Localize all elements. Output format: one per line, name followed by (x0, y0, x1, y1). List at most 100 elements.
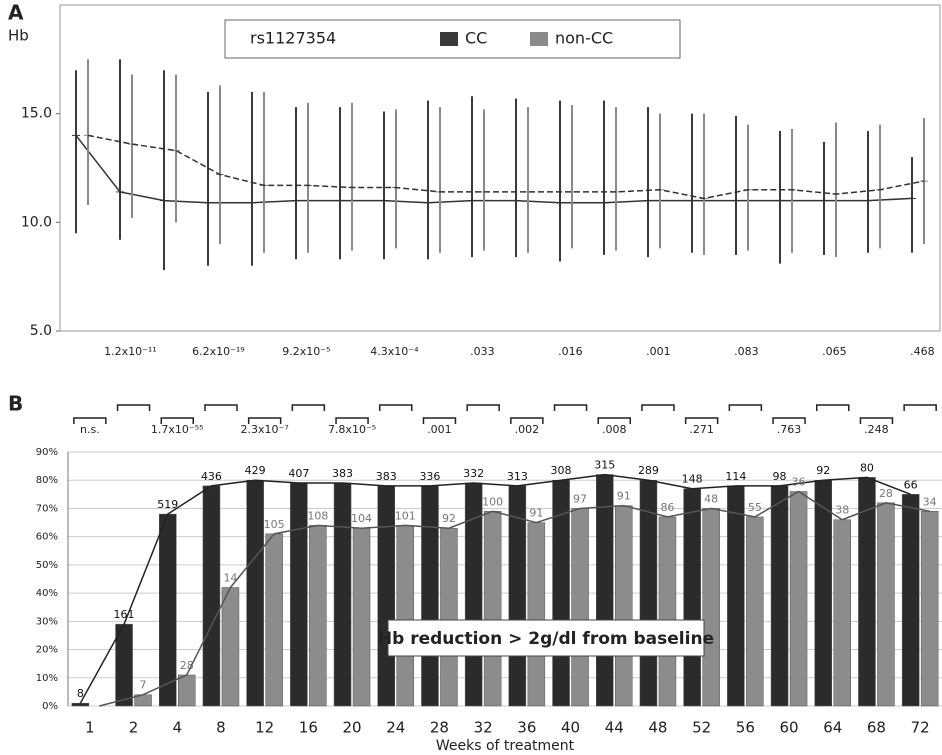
count-label: 92 (816, 464, 830, 477)
y-tick-label: 40% (36, 588, 58, 599)
bar (683, 488, 701, 707)
count-label: 436 (201, 470, 222, 483)
annotation-box (387, 619, 705, 657)
count-label: 108 (307, 509, 328, 522)
bracket (641, 404, 675, 411)
y-axis-label: Hb (8, 27, 29, 45)
count-label: 289 (638, 464, 659, 477)
count-label: 336 (419, 470, 440, 483)
plot-frame (59, 4, 941, 332)
y-tick-label: 5.0 (30, 323, 52, 339)
bar (309, 525, 327, 707)
x-tick-label: 40 (561, 719, 580, 737)
bar (421, 485, 439, 707)
count-label: 308 (551, 464, 572, 477)
y-tick-label: 80% (36, 475, 58, 486)
bar (265, 533, 283, 707)
count-label: 28 (879, 487, 893, 500)
mean-line (75, 134, 913, 204)
p-value-label: .763 (777, 423, 802, 436)
x-tick-label: 2 (129, 719, 139, 737)
bracket (160, 417, 194, 424)
p-value-label: .001 (427, 423, 452, 436)
y-tick-label: 10% (36, 673, 58, 684)
x-tick-label: 60 (780, 719, 799, 737)
count-label: 80 (860, 461, 874, 474)
count-label: 36 (792, 476, 806, 489)
bar (727, 485, 745, 707)
x-tick-label: 72 (911, 719, 930, 737)
count-label: 101 (395, 509, 416, 522)
bar (178, 674, 196, 707)
count-label: 7 (140, 679, 147, 692)
x-tick-label: 56 (736, 719, 755, 737)
count-label: 98 (773, 470, 787, 483)
count-label: 55 (748, 501, 762, 514)
p-value-label: 7.8x10⁻⁵ (328, 423, 376, 436)
bar (290, 482, 308, 707)
y-tick-label: 20% (36, 645, 58, 656)
x-tick-label: 8 (216, 719, 226, 737)
p-value-label: .248 (864, 423, 889, 436)
y-tick-label: 60% (36, 532, 58, 543)
y-tick-label: 30% (36, 616, 58, 627)
bracket (204, 404, 238, 411)
count-label: 48 (704, 492, 718, 505)
x-tick-label: 32 (474, 719, 493, 737)
bar (901, 494, 920, 707)
count-label: 97 (573, 492, 587, 505)
bar (483, 511, 502, 707)
annotation: Hb reduction > 2g/dl from baseline (378, 629, 714, 649)
y-tick-label: 15.0 (21, 106, 52, 122)
bracket (116, 404, 151, 411)
bar (440, 527, 458, 707)
p-value-label: .016 (558, 345, 583, 358)
x-tick-label: 4 (172, 719, 182, 737)
count-label: 383 (376, 470, 397, 483)
panel-letter: B (8, 392, 23, 416)
count-label: 105 (264, 518, 285, 531)
count-label: 14 (223, 571, 237, 584)
p-value-label: .468 (910, 345, 935, 358)
p-value-label: .002 (515, 423, 540, 436)
bracket (73, 417, 107, 424)
bar (877, 502, 895, 707)
count-label: 92 (442, 512, 456, 525)
bar (527, 522, 546, 707)
count-label: 66 (904, 478, 918, 491)
bracket (335, 417, 369, 424)
count-label: 100 (482, 495, 503, 508)
bracket (379, 404, 413, 411)
x-tick-label: 16 (299, 719, 318, 737)
count-label: 161 (114, 608, 135, 621)
y-tick-label: 90% (36, 447, 58, 458)
bracket (422, 417, 457, 424)
x-tick-label: 36 (517, 719, 536, 737)
count-label: 313 (507, 470, 528, 483)
legend-box (224, 19, 681, 59)
x-tick-label: 64 (823, 719, 842, 737)
legend-swatch (530, 32, 548, 46)
trend-line (99, 490, 930, 707)
count-label: 104 (351, 512, 372, 525)
legend-swatch (440, 32, 458, 46)
count-label: 86 (660, 501, 674, 514)
count-label: 38 (835, 504, 849, 517)
count-label: 34 (923, 495, 937, 508)
bar (202, 485, 221, 707)
bar (333, 482, 352, 707)
bracket (466, 404, 500, 411)
bar (746, 516, 764, 707)
bar (658, 516, 677, 707)
x-tick-label: 20 (343, 719, 362, 737)
p-value-label: 9.2x10⁻⁵ (282, 345, 330, 358)
x-tick-label: 28 (430, 719, 449, 737)
bar (615, 505, 633, 707)
bar (596, 474, 614, 707)
legend-title: rs1127354 (250, 29, 336, 48)
x-tick-label: 44 (605, 719, 624, 737)
bar (352, 527, 371, 707)
bar (571, 508, 589, 707)
p-value-label: .001 (646, 345, 671, 358)
